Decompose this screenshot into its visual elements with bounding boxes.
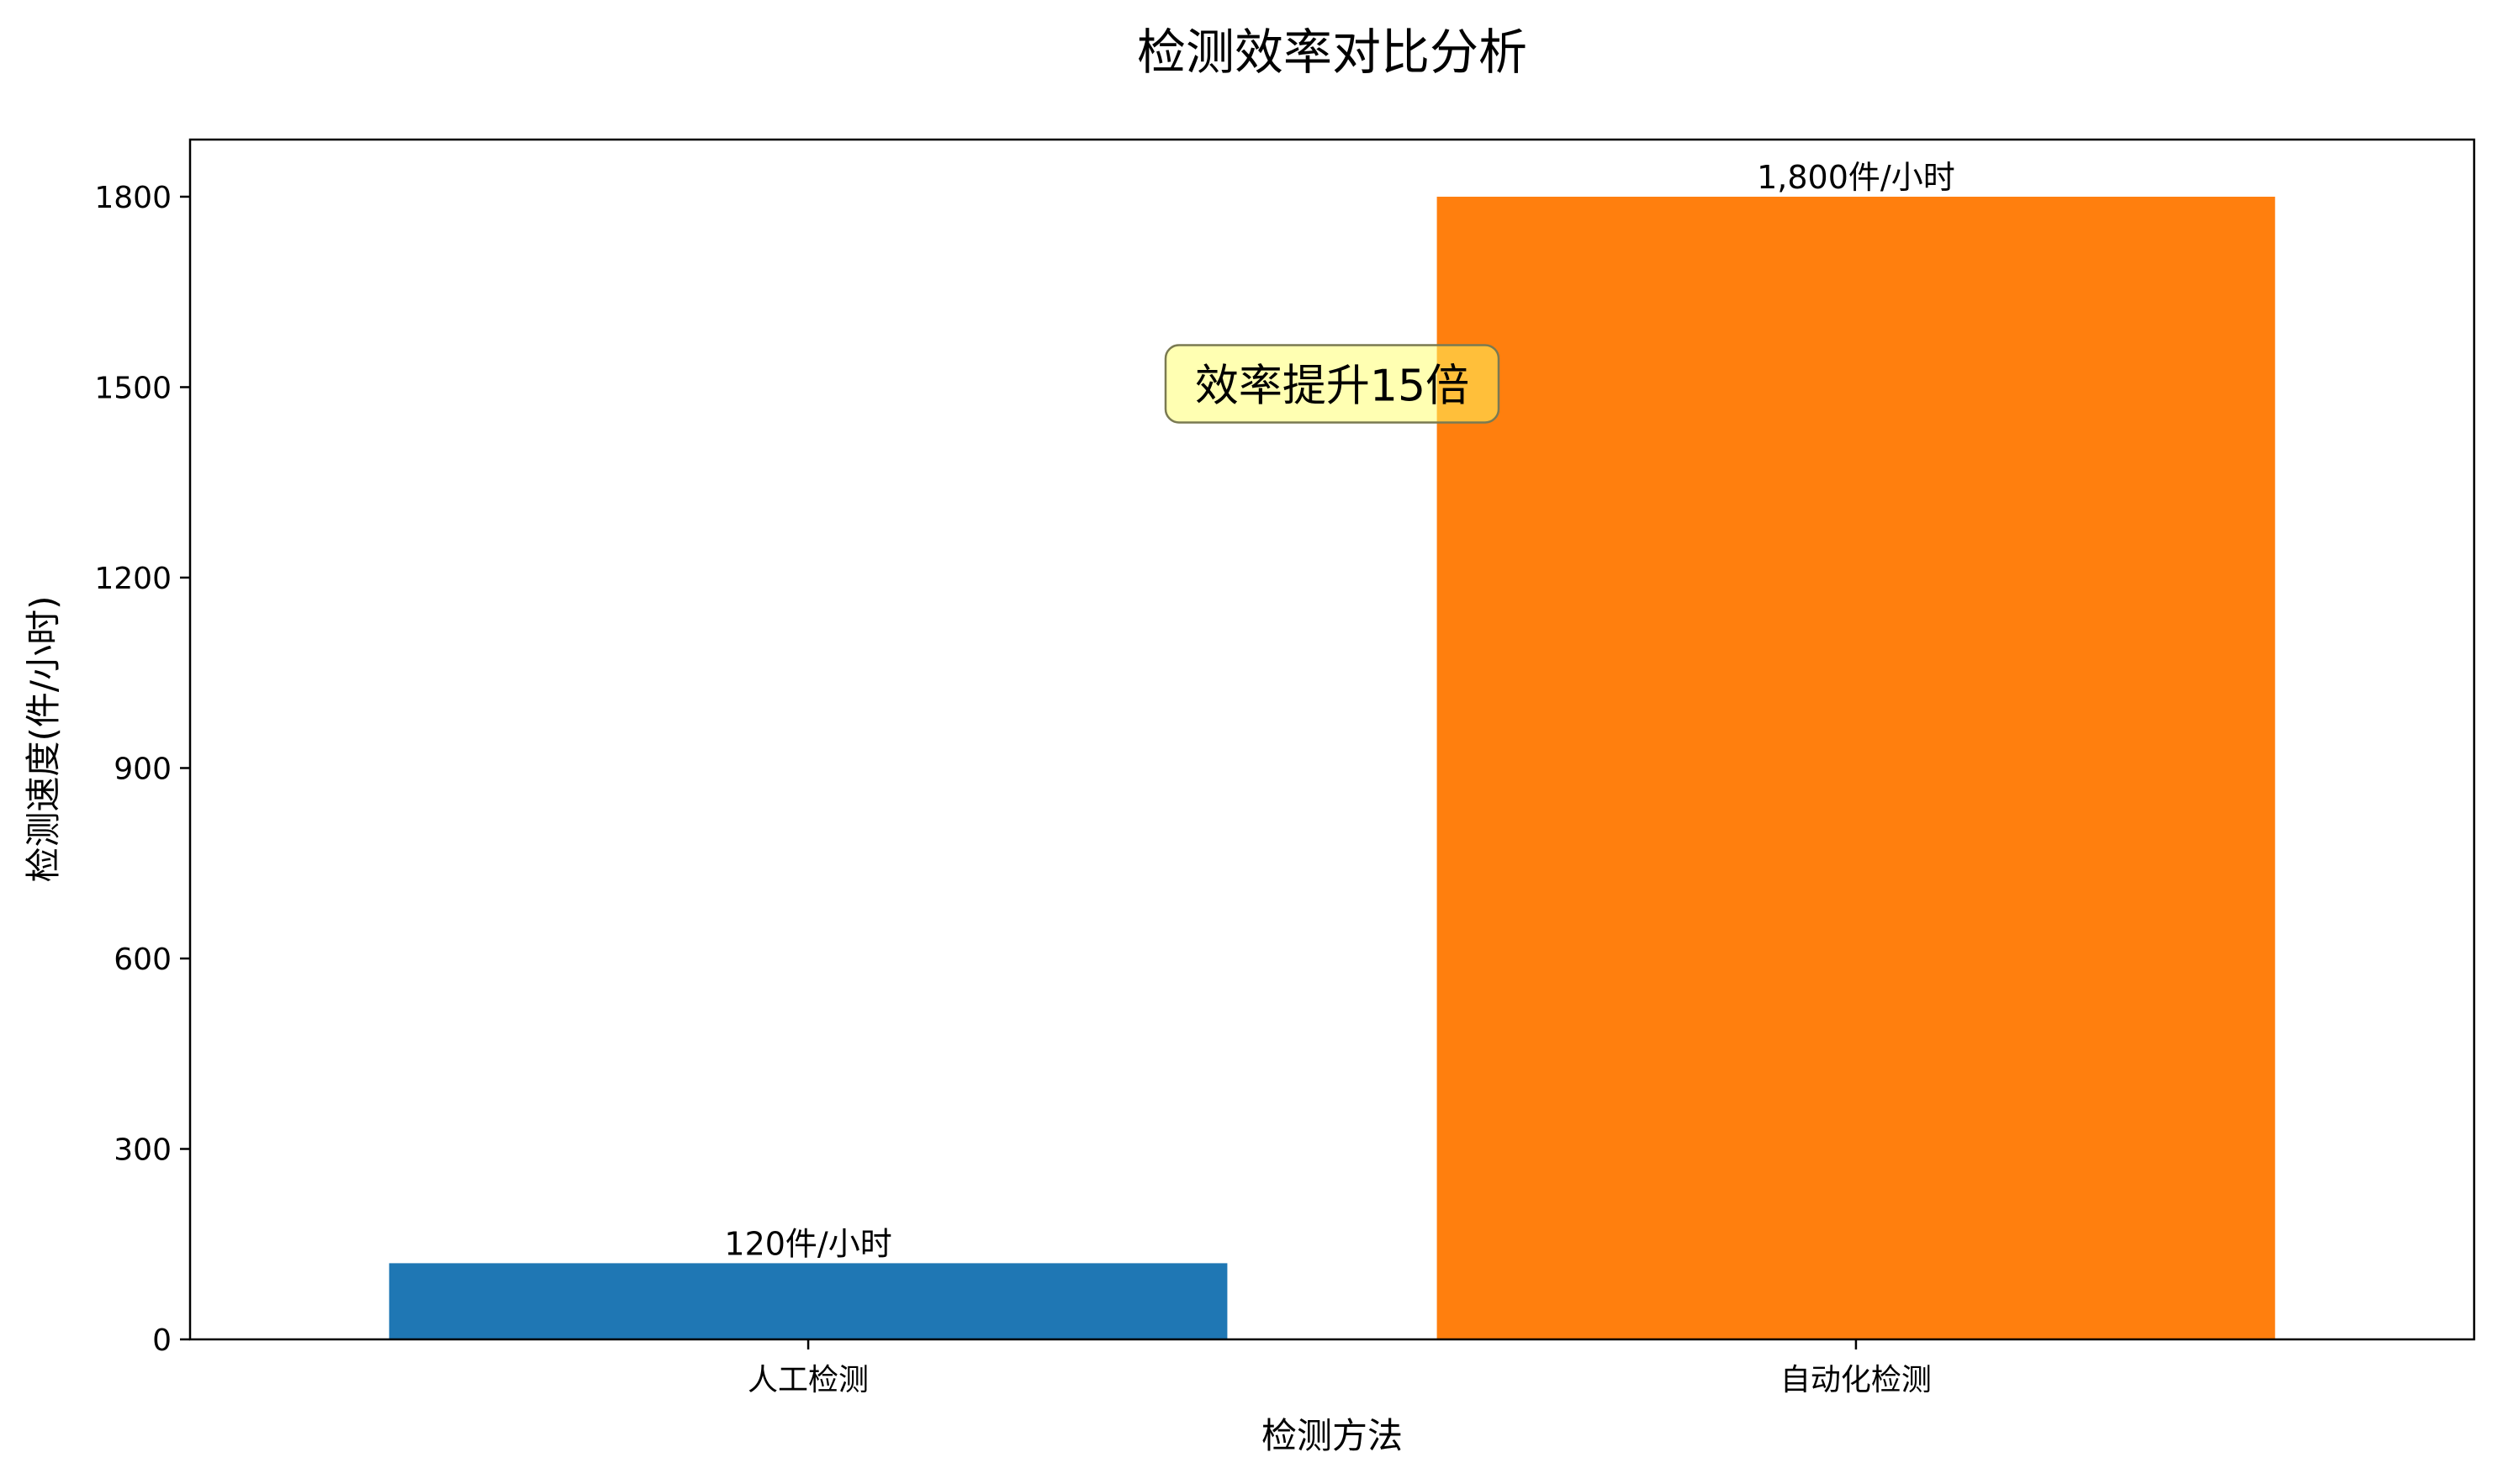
x-axis-label: 检测方法	[1261, 1415, 1403, 1456]
y-tick-label-1: 300	[114, 1133, 172, 1167]
bar-0	[389, 1263, 1228, 1339]
y-tick-label-5: 1500	[94, 371, 172, 405]
data-label-1: 1,800件/小时	[1757, 159, 1955, 196]
data-label-0: 120件/小时	[724, 1225, 891, 1262]
x-tick-label-1: 自动化检测	[1780, 1363, 1932, 1397]
x-tick-label-0: 人工检测	[748, 1363, 869, 1397]
y-tick-label-6: 1800	[94, 181, 172, 215]
y-tick-label-0: 0	[152, 1323, 172, 1358]
annotation-text: 效率提升15倍	[1195, 361, 1469, 411]
y-axis-label: 检测速度(件/小时)	[23, 596, 64, 883]
bar-1	[1436, 196, 2276, 1339]
y-tick-label-4: 1200	[94, 562, 172, 596]
annotation-box	[1164, 344, 1500, 424]
y-tick-label-3: 900	[114, 752, 172, 786]
y-tick-label-2: 600	[114, 943, 172, 977]
chart-title: 检测效率对比分析	[1137, 24, 1527, 81]
plot-frame	[188, 138, 2476, 1341]
plot-area: 120件/小时 1,800件/小时 0 300 600 900 1200 1500 1800 人工…	[94, 138, 2476, 1397]
